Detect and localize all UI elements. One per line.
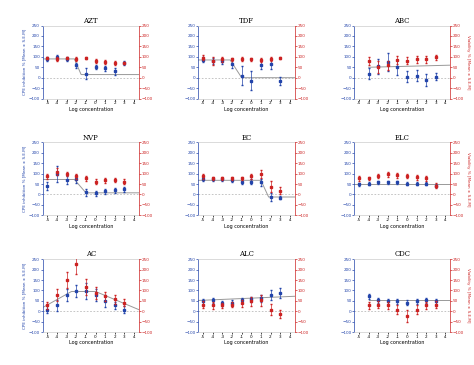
Title: TDF: TDF	[239, 17, 254, 25]
Y-axis label: Viability % [Mean ± S.E.M]: Viability % [Mean ± S.E.M]	[466, 35, 470, 89]
Title: ALC: ALC	[239, 250, 254, 258]
Title: EC: EC	[241, 134, 252, 142]
X-axis label: Log concentration: Log concentration	[380, 340, 424, 345]
X-axis label: Log concentration: Log concentration	[224, 223, 269, 228]
X-axis label: Log concentration: Log concentration	[69, 340, 113, 345]
Y-axis label: CPE inhibition % [Mean ± S.E.M]: CPE inhibition % [Mean ± S.E.M]	[23, 146, 27, 212]
Y-axis label: Viability % [Mean ± S.E.M]: Viability % [Mean ± S.E.M]	[466, 268, 470, 323]
Title: ABC: ABC	[394, 17, 410, 25]
Title: ELC: ELC	[395, 134, 410, 142]
X-axis label: Log concentration: Log concentration	[69, 223, 113, 228]
X-axis label: Log concentration: Log concentration	[69, 107, 113, 112]
Y-axis label: Viability % [Mean ± S.E.M]: Viability % [Mean ± S.E.M]	[466, 151, 470, 206]
X-axis label: Log concentration: Log concentration	[380, 223, 424, 228]
X-axis label: Log concentration: Log concentration	[224, 340, 269, 345]
Title: CDC: CDC	[394, 250, 410, 258]
Y-axis label: CPE inhibition % [Mean ± S.E.M]: CPE inhibition % [Mean ± S.E.M]	[23, 29, 27, 95]
X-axis label: Log concentration: Log concentration	[380, 107, 424, 112]
X-axis label: Log concentration: Log concentration	[224, 107, 269, 112]
Title: NVP: NVP	[83, 134, 99, 142]
Title: AC: AC	[86, 250, 96, 258]
Y-axis label: CPE inhibition % [Mean ± S.E.M]: CPE inhibition % [Mean ± S.E.M]	[23, 262, 27, 329]
Title: AZT: AZT	[83, 17, 98, 25]
